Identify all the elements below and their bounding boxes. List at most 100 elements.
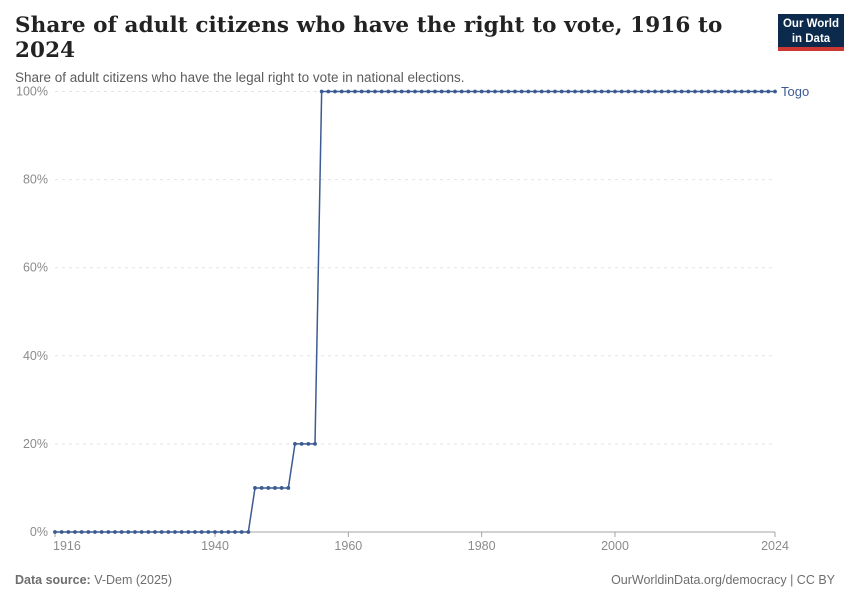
series-line-togo: [55, 90, 775, 533]
data-point: [499, 89, 504, 94]
data-point: [746, 89, 751, 94]
data-point: [579, 89, 584, 94]
data-point: [173, 530, 177, 534]
data-point: [479, 89, 484, 94]
y-tick-label-0: 0%: [30, 525, 48, 539]
data-point: [413, 89, 417, 94]
data-point: [226, 530, 231, 534]
data-point: [99, 530, 104, 534]
owid-license-link[interactable]: OurWorldinData.org/democracy | CC BY: [611, 573, 835, 587]
data-point: [493, 89, 497, 94]
data-point: [726, 89, 731, 94]
data-point: [293, 442, 297, 446]
data-point: [146, 530, 151, 534]
x-tick-label-2024: 2024: [761, 539, 789, 553]
data-point: [326, 89, 331, 94]
data-point: [559, 89, 564, 94]
data-point: [586, 89, 591, 94]
data-point: [53, 530, 57, 534]
data-point: [759, 89, 764, 94]
data-point: [106, 530, 111, 534]
x-tick-label-2000: 2000: [601, 539, 629, 553]
data-point: [693, 89, 697, 94]
data-point: [419, 89, 424, 94]
data-point: [206, 530, 211, 534]
data-point: [73, 530, 77, 534]
y-tick-label-80: 80%: [23, 173, 48, 187]
data-point: [213, 530, 217, 534]
data-point: [133, 530, 137, 534]
data-point: [513, 89, 517, 94]
data-point: [753, 89, 757, 94]
data-point: [686, 89, 691, 94]
data-point: [273, 486, 277, 490]
data-point: [426, 89, 431, 94]
data-point: [259, 486, 264, 490]
data-point: [346, 89, 351, 94]
y-tick-label-60: 60%: [23, 261, 48, 275]
data-source-label: Data source:: [15, 573, 91, 587]
series-togo[interactable]: [53, 89, 777, 534]
chart-header: Share of adult citizens who have the rig…: [15, 13, 770, 85]
data-point: [193, 530, 197, 534]
chart-subtitle: Share of adult citizens who have the leg…: [15, 70, 465, 85]
data-point: [446, 89, 451, 94]
data-point: [359, 89, 364, 94]
data-point: [126, 530, 131, 534]
data-point: [159, 530, 164, 534]
chart-title: Share of adult citizens who have the rig…: [15, 13, 723, 63]
data-point: [646, 89, 651, 94]
data-point: [613, 89, 617, 94]
data-point: [59, 530, 64, 534]
data-point: [86, 530, 91, 534]
data-point: [333, 89, 337, 94]
data-point: [166, 530, 171, 534]
data-point: [366, 89, 371, 94]
series-label-togo[interactable]: Togo: [781, 84, 809, 99]
data-point: [286, 486, 291, 490]
data-point: [666, 89, 671, 94]
data-point: [439, 89, 444, 94]
y-tick-label-20: 20%: [23, 437, 48, 451]
data-point: [679, 89, 684, 94]
data-point: [719, 89, 724, 94]
owid-logo[interactable]: Our World in Data: [778, 14, 844, 51]
data-point: [79, 530, 84, 534]
y-tick-label-100: 100%: [16, 85, 48, 99]
data-point: [306, 442, 311, 446]
data-point: [626, 89, 631, 94]
data-point: [379, 89, 384, 94]
data-point: [266, 486, 271, 490]
data-point: [633, 89, 637, 94]
data-point: [553, 89, 557, 94]
data-point: [179, 530, 184, 534]
data-point: [113, 530, 117, 534]
data-point: [639, 89, 644, 94]
data-point: [739, 89, 744, 94]
data-point: [406, 89, 411, 94]
data-point: [186, 530, 191, 534]
x-tick-label-1940: 1940: [201, 539, 229, 553]
data-point: [239, 530, 244, 534]
data-point: [279, 486, 284, 490]
data-point: [593, 89, 597, 94]
data-point: [699, 89, 704, 94]
data-point: [233, 530, 237, 534]
data-point: [519, 89, 524, 94]
data-point: [153, 530, 157, 534]
data-point: [573, 89, 577, 94]
data-point: [673, 89, 677, 94]
data-source-note: Data source: V-Dem (2025): [15, 573, 172, 587]
x-tick-label-1916: 1916: [53, 539, 81, 553]
data-point: [706, 89, 711, 94]
data-point: [659, 89, 664, 94]
data-point: [766, 89, 771, 94]
data-point: [253, 486, 257, 490]
data-point: [473, 89, 477, 94]
data-point: [526, 89, 531, 94]
data-point: [466, 89, 471, 94]
data-point: [319, 89, 324, 94]
owid-logo-line2: in Data: [791, 33, 831, 45]
